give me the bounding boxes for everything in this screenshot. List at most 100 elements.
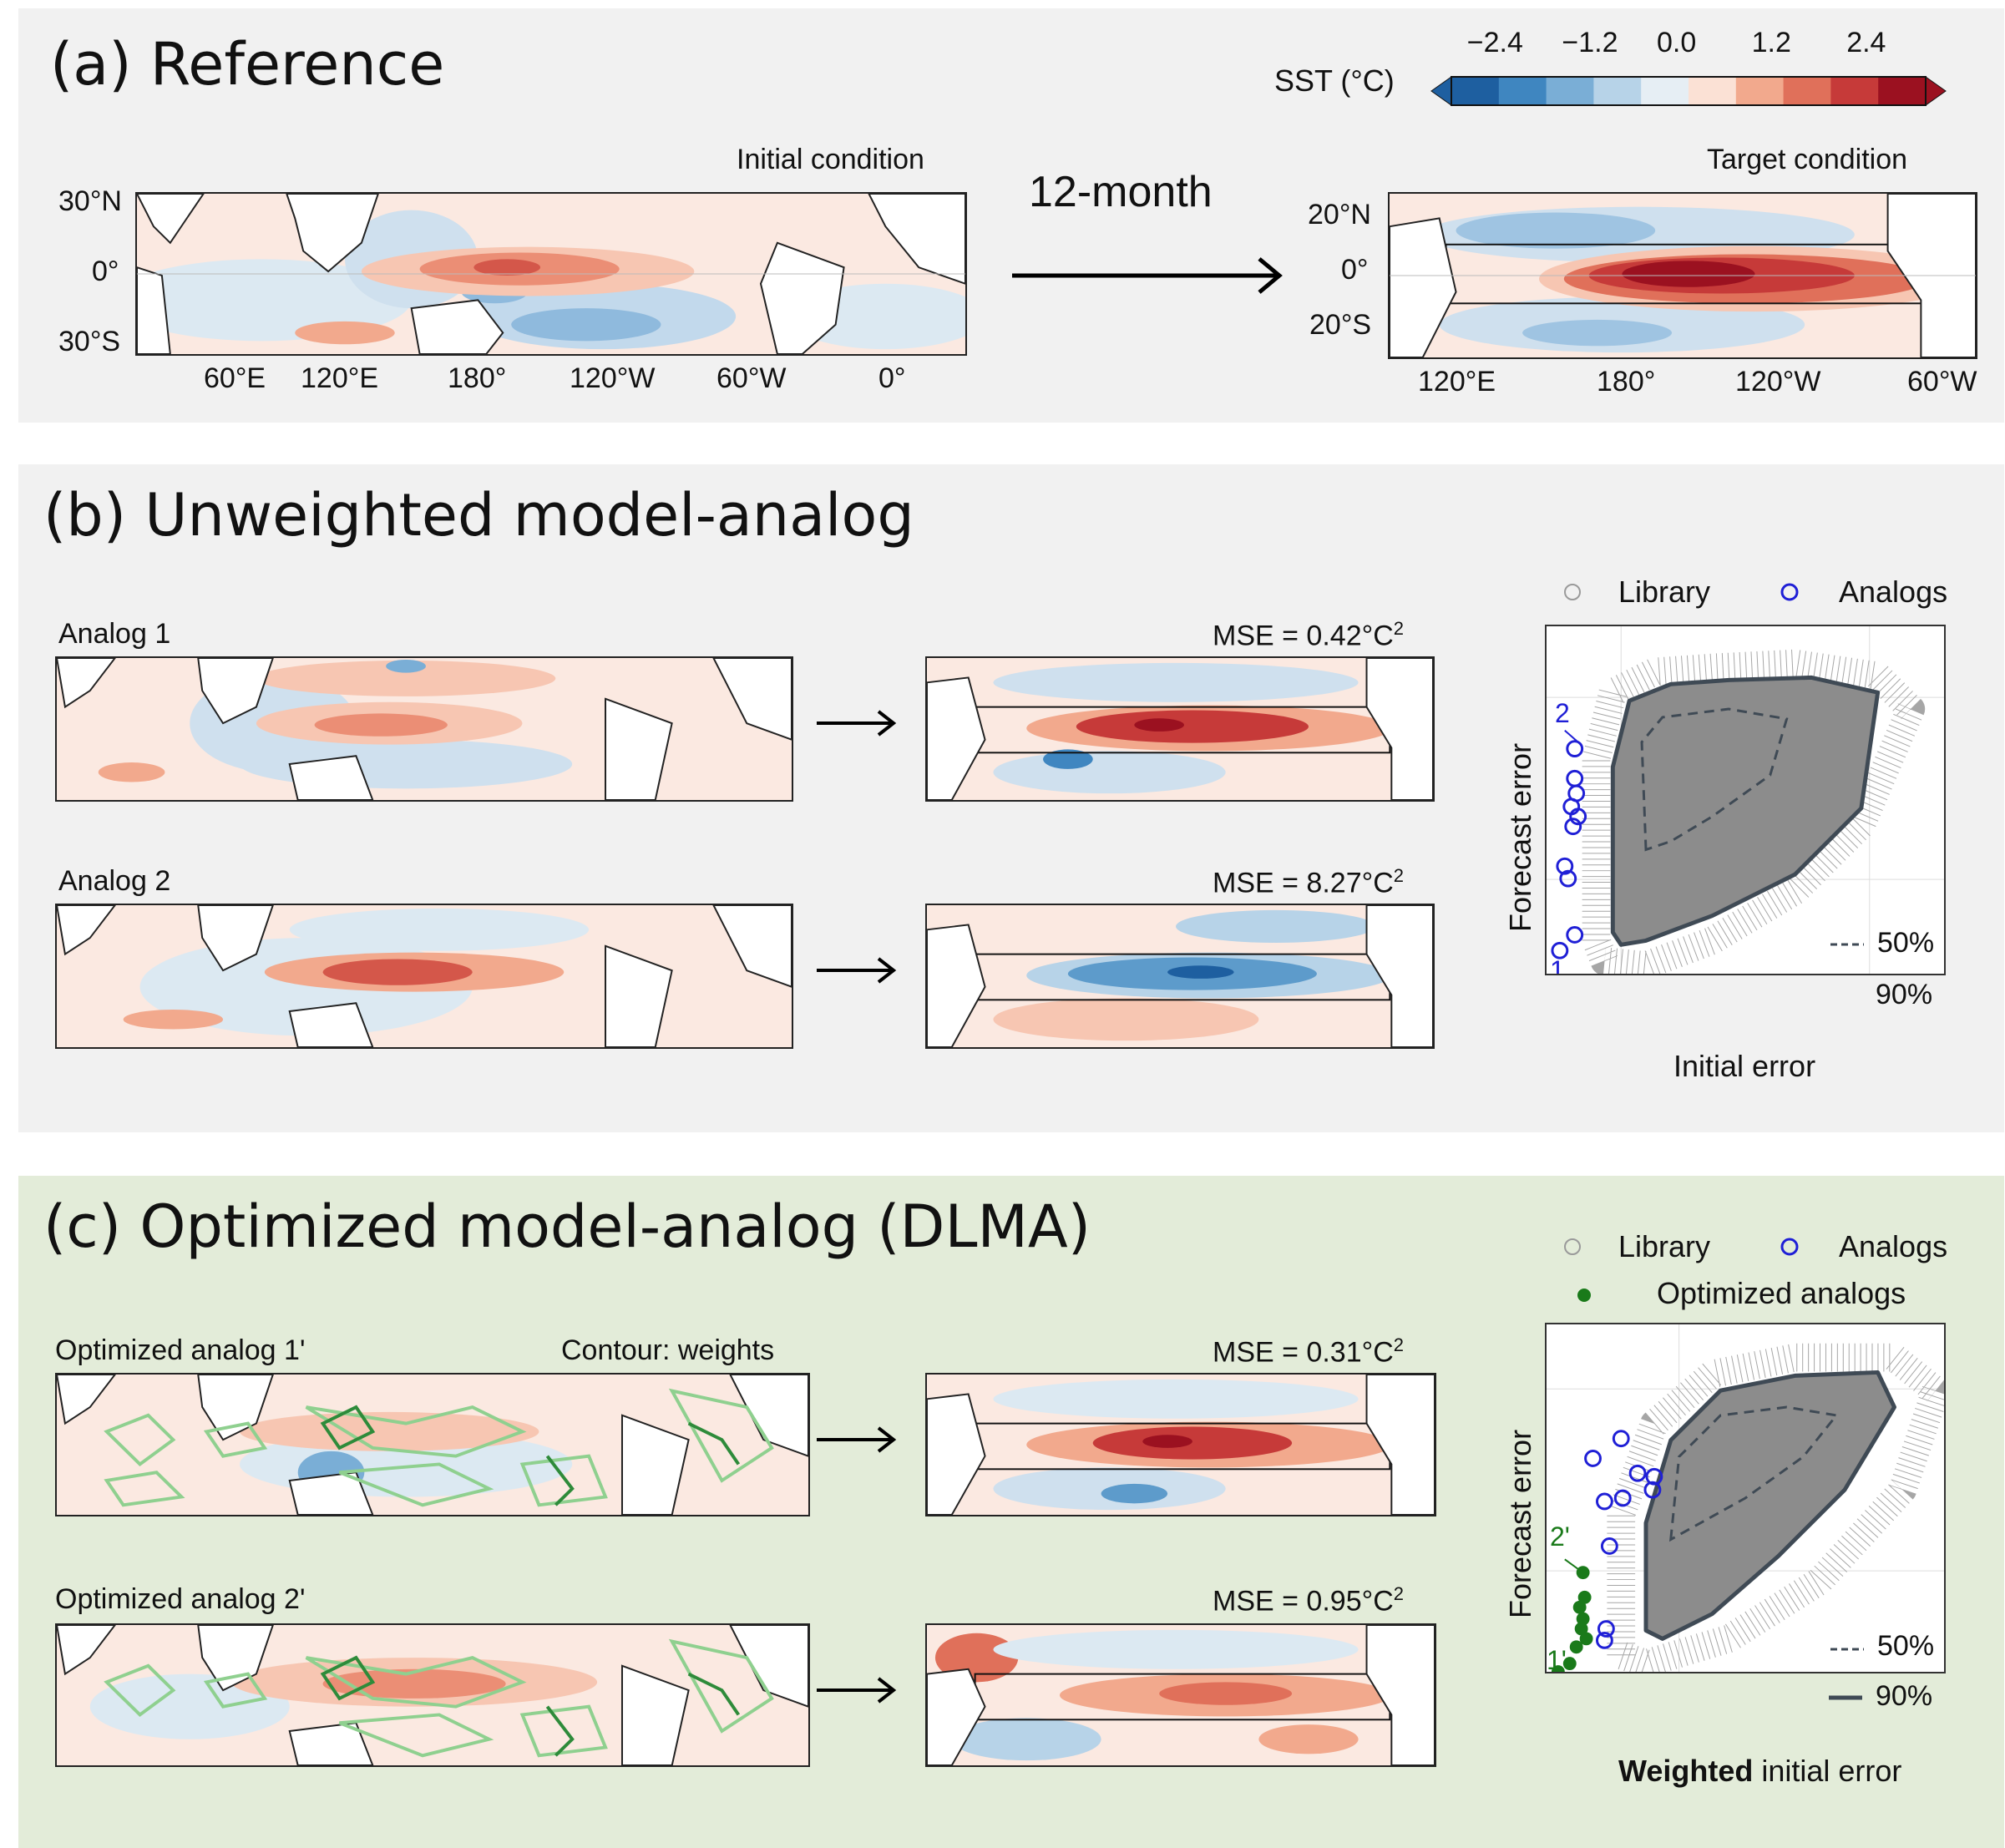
- lead-time-arrow: [1012, 257, 1283, 294]
- initial-lon-tick-0: 0°: [878, 362, 906, 394]
- initial-lon-tick-60w: 60°W: [716, 362, 787, 394]
- optimized-analog2-initial-map: [55, 1623, 810, 1767]
- initial-lon-tick-120e: 120°E: [301, 362, 379, 394]
- scatter-c-xlabel: Weighted initial error: [1618, 1754, 1901, 1789]
- colorbar-border: [1451, 76, 1927, 106]
- mse-superscript: 2: [1393, 618, 1404, 639]
- target-condition-map: [1388, 192, 1977, 359]
- optimized-analog2-label: Optimized analog 2': [55, 1583, 306, 1615]
- optimized-analog1-forecast-map: [925, 1373, 1436, 1516]
- library-legend-marker: [1564, 1238, 1581, 1255]
- legend-90-line-c: [1829, 1695, 1862, 1700]
- optimized-analog2-mse: MSE = 0.95°C2: [1213, 1583, 1404, 1618]
- lead-time-label: 12-month: [1029, 168, 1213, 216]
- panel-b-title: (b) Unweighted model-analog: [43, 481, 914, 549]
- analog2-mse-text: MSE = 8.27°C: [1213, 867, 1394, 899]
- contour-weights-note: Contour: weights: [561, 1334, 775, 1366]
- analog1-mse: MSE = 0.42°C2: [1213, 618, 1404, 652]
- colorbar-swatch: [1451, 77, 1500, 105]
- legend-50-line: [1830, 943, 1864, 946]
- scatter-b-xlabel: Initial error: [1673, 1049, 1816, 1083]
- colorbar-low-extend: [1430, 76, 1452, 106]
- legend-90-label-c: 90%: [1876, 1680, 1933, 1712]
- mse-superscript: 2: [1393, 1334, 1404, 1355]
- analog2-forecast-map: [925, 904, 1435, 1049]
- library-legend-label: Library: [1618, 575, 1711, 609]
- optimized-analog2-mse-text: MSE = 0.95°C: [1213, 1585, 1394, 1618]
- analog1-forecast-map: [925, 656, 1435, 802]
- legend-50-label-c: 50%: [1877, 1630, 1935, 1662]
- colorbar-swatch: [1641, 77, 1689, 105]
- legend-50-label: 50%: [1877, 927, 1935, 959]
- analog2-mse: MSE = 8.27°C2: [1213, 865, 1404, 899]
- optimized-analog1-label: Optimized analog 1': [55, 1334, 306, 1366]
- library-legend-marker: [1564, 584, 1581, 600]
- panel-b: (b) Unweighted model-analog Analog 1 Ana…: [18, 464, 2004, 1132]
- target-lat-tick-20s: 20°S: [1309, 309, 1372, 341]
- scatter-c-ylabel: Forecast error: [1503, 1429, 1537, 1618]
- mse-superscript: 2: [1393, 865, 1404, 886]
- colorbar-high-extend: [1925, 76, 1947, 106]
- analog-b-marker-2: 2: [1555, 698, 1570, 728]
- analog1-mse-text: MSE = 0.42°C: [1213, 620, 1394, 652]
- initial-lon-tick-180: 180°: [448, 362, 507, 394]
- colorbar-swatch: [1689, 77, 1737, 105]
- scatter-plot-b: 2 1 50%: [1545, 625, 1946, 975]
- target-lon-tick-120e: 120°E: [1418, 366, 1496, 397]
- analogs-legend-marker: [1780, 583, 1799, 601]
- analog1-label: Analog 1: [58, 618, 171, 650]
- scatter-c-xlabel-rest: initial error: [1753, 1754, 1902, 1788]
- target-lon-tick-180: 180°: [1597, 366, 1656, 397]
- colorbar-label: SST (°C): [1274, 63, 1395, 98]
- colorbar-swatch: [1735, 77, 1785, 105]
- target-lon-tick-120w: 120°W: [1735, 366, 1821, 397]
- initial-lat-tick-30n: 30°N: [58, 185, 122, 217]
- mse-superscript: 2: [1393, 1583, 1404, 1604]
- colorbar-tick-label: 1.2: [1751, 27, 1791, 58]
- initial-lat-tick-30s: 30°S: [58, 326, 121, 357]
- sst-colorbar: [1430, 76, 1947, 106]
- colorbar-swatch: [1546, 77, 1594, 105]
- colorbar-swatch: [1878, 77, 1927, 105]
- analog-b-points: [1551, 740, 1587, 959]
- analog1-arrow: [817, 710, 897, 737]
- optimized-analog2-forecast-map: [925, 1623, 1436, 1767]
- optimized-analog1-arrow: [817, 1426, 897, 1453]
- analogs-legend-label-c: Analogs: [1839, 1229, 1948, 1263]
- colorbar-swatch: [1830, 77, 1879, 105]
- target-lon-tick-60w: 60°W: [1907, 366, 1977, 397]
- panel-c: (c) Optimized model-analog (DLMA) Optimi…: [18, 1176, 2004, 1848]
- analogs-legend-label: Analogs: [1839, 575, 1948, 609]
- optimized-analog2-arrow: [817, 1677, 897, 1704]
- scatter-c-xlabel-bold: Weighted: [1618, 1754, 1754, 1788]
- analogs-legend-marker: [1780, 1238, 1799, 1256]
- analog2-arrow: [817, 957, 897, 984]
- analog2-label: Analog 2: [58, 865, 171, 897]
- optimized-legend-marker: [1577, 1289, 1591, 1302]
- optimized-marker-2: 2': [1550, 1521, 1570, 1552]
- colorbar-swatch: [1783, 77, 1831, 105]
- optimized-analog1-mse: MSE = 0.31°C2: [1213, 1334, 1404, 1369]
- scatter-b-ylabel: Forecast error: [1503, 742, 1537, 932]
- optimized-analog1-initial-map: [55, 1373, 810, 1516]
- colorbar-tick-label: 2.4: [1846, 27, 1886, 58]
- analog-b-marker-1: 1: [1550, 955, 1565, 975]
- optimized-analog1-mse-text: MSE = 0.31°C: [1213, 1336, 1394, 1369]
- initial-condition-map: [135, 192, 967, 356]
- colorbar-tick-label: 0.0: [1657, 27, 1697, 58]
- analog-c-points: [1584, 1430, 1663, 1649]
- colorbar-swatch: [1498, 77, 1547, 105]
- colorbar-tick-label: −2.4: [1466, 27, 1523, 58]
- colorbar-swatch: [1593, 77, 1642, 105]
- optimized-legend-label: Optimized analogs: [1657, 1276, 1906, 1310]
- initial-lon-tick-120w: 120°W: [570, 362, 656, 394]
- target-lat-tick-0: 0°: [1341, 254, 1369, 286]
- analog1-initial-map: [55, 656, 793, 802]
- colorbar-tick-label: −1.2: [1562, 27, 1618, 58]
- scatter-plot-c: 2' 1' 50%: [1545, 1323, 1946, 1673]
- initial-condition-title: Initial condition: [737, 144, 924, 175]
- optimized-marker-1: 1': [1547, 1645, 1567, 1673]
- target-lat-tick-20n: 20°N: [1308, 199, 1371, 230]
- legend-50-line-c: [1830, 1648, 1864, 1651]
- panel-a-title: (a) Reference: [50, 30, 445, 99]
